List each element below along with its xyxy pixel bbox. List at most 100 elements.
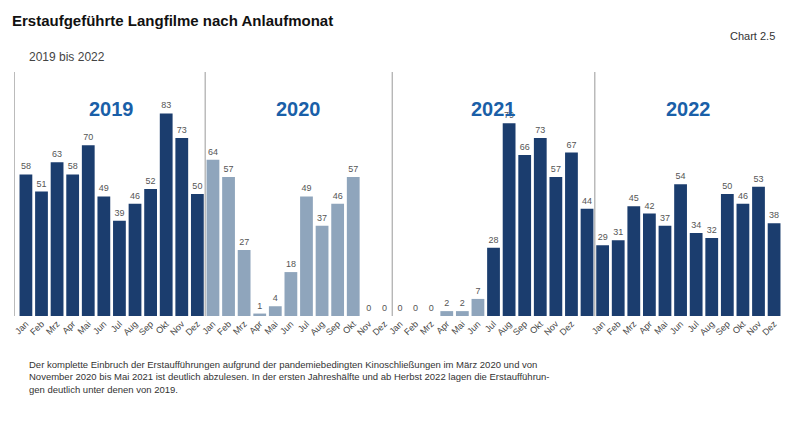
- svg-text:46: 46: [738, 191, 748, 201]
- svg-text:31: 31: [613, 227, 623, 237]
- svg-text:1: 1: [257, 301, 262, 311]
- svg-text:2020: 2020: [276, 98, 321, 120]
- svg-text:Mrz: Mrz: [621, 319, 639, 337]
- svg-text:44: 44: [582, 196, 592, 206]
- svg-text:46: 46: [130, 191, 140, 201]
- svg-text:51: 51: [36, 179, 46, 189]
- svg-text:49: 49: [99, 183, 109, 193]
- svg-text:Okt: Okt: [341, 319, 358, 336]
- svg-text:67: 67: [566, 140, 576, 150]
- svg-text:Sep: Sep: [714, 319, 732, 337]
- svg-text:Mai: Mai: [263, 319, 280, 336]
- svg-text:4: 4: [273, 293, 278, 303]
- svg-text:7: 7: [475, 286, 480, 296]
- svg-text:Aug: Aug: [121, 319, 139, 337]
- svg-text:73: 73: [177, 125, 187, 135]
- svg-text:Okt: Okt: [731, 319, 748, 336]
- svg-text:38: 38: [769, 210, 779, 220]
- svg-text:0: 0: [382, 303, 387, 313]
- svg-text:58: 58: [21, 161, 31, 171]
- svg-text:Nov: Nov: [745, 319, 764, 338]
- svg-text:37: 37: [317, 213, 327, 223]
- svg-text:Jun: Jun: [278, 319, 295, 336]
- svg-text:Mrz: Mrz: [44, 319, 62, 337]
- svg-text:37: 37: [660, 213, 670, 223]
- svg-text:50: 50: [192, 181, 202, 191]
- svg-text:Aug: Aug: [495, 319, 513, 337]
- svg-text:83: 83: [161, 100, 171, 110]
- svg-text:Sep: Sep: [511, 319, 529, 337]
- svg-text:57: 57: [551, 164, 561, 174]
- svg-text:Mrz: Mrz: [418, 319, 436, 337]
- svg-text:2: 2: [444, 298, 449, 308]
- svg-text:Mai: Mai: [76, 319, 93, 336]
- svg-text:Okt: Okt: [528, 319, 545, 336]
- svg-text:Mai: Mai: [450, 319, 467, 336]
- svg-text:Jan: Jan: [590, 319, 607, 336]
- svg-text:50: 50: [722, 181, 732, 191]
- svg-text:Jun: Jun: [91, 319, 108, 336]
- svg-text:Apr: Apr: [60, 319, 77, 336]
- svg-text:Der komplette Einbruch der Ers: Der komplette Einbruch der Erstaufführun…: [29, 359, 550, 395]
- svg-text:Erstaufgeführte Langfilme nach: Erstaufgeführte Langfilme nach Anlaufmon…: [12, 12, 333, 29]
- svg-text:2021: 2021: [471, 98, 516, 120]
- svg-text:Dez: Dez: [371, 319, 390, 338]
- svg-text:Nov: Nov: [542, 319, 561, 338]
- svg-text:Mai: Mai: [652, 319, 669, 336]
- svg-text:Chart 2.5: Chart 2.5: [730, 30, 775, 42]
- svg-text:27: 27: [239, 237, 249, 247]
- svg-text:Aug: Aug: [308, 319, 326, 337]
- svg-text:Nov: Nov: [355, 319, 374, 338]
- svg-text:46: 46: [333, 191, 343, 201]
- svg-text:42: 42: [644, 201, 654, 211]
- svg-text:79: 79: [504, 110, 514, 120]
- svg-text:52: 52: [146, 176, 156, 186]
- svg-text:Jul: Jul: [109, 319, 124, 334]
- svg-text:Feb: Feb: [215, 319, 233, 337]
- svg-text:18: 18: [286, 259, 296, 269]
- svg-text:Sep: Sep: [324, 319, 342, 337]
- svg-text:Jun: Jun: [668, 319, 685, 336]
- svg-text:Apr: Apr: [434, 319, 451, 336]
- svg-text:54: 54: [676, 171, 686, 181]
- svg-text:64: 64: [208, 147, 218, 157]
- svg-text:28: 28: [489, 235, 499, 245]
- svg-text:Dez: Dez: [184, 319, 203, 338]
- svg-text:0: 0: [366, 303, 371, 313]
- svg-text:Aug: Aug: [698, 319, 716, 337]
- svg-text:Jul: Jul: [686, 319, 701, 334]
- svg-text:Feb: Feb: [402, 319, 420, 337]
- svg-text:45: 45: [629, 193, 639, 203]
- svg-text:Jul: Jul: [296, 319, 311, 334]
- svg-text:58: 58: [68, 161, 78, 171]
- svg-text:73: 73: [535, 125, 545, 135]
- svg-text:Feb: Feb: [605, 319, 623, 337]
- svg-text:Jan: Jan: [387, 319, 404, 336]
- svg-text:Nov: Nov: [168, 319, 187, 338]
- svg-text:Apr: Apr: [247, 319, 264, 336]
- svg-text:2019: 2019: [89, 98, 134, 120]
- svg-text:Okt: Okt: [154, 319, 171, 336]
- svg-text:Apr: Apr: [637, 319, 654, 336]
- svg-text:0: 0: [429, 303, 434, 313]
- svg-text:57: 57: [224, 164, 234, 174]
- svg-text:Dez: Dez: [558, 319, 577, 338]
- svg-text:39: 39: [114, 208, 124, 218]
- svg-text:Jun: Jun: [465, 319, 482, 336]
- svg-text:0: 0: [397, 303, 402, 313]
- svg-text:Feb: Feb: [28, 319, 46, 337]
- svg-text:Dez: Dez: [760, 319, 779, 338]
- svg-text:Jan: Jan: [13, 319, 30, 336]
- svg-text:0: 0: [413, 303, 418, 313]
- svg-text:66: 66: [520, 142, 530, 152]
- svg-text:70: 70: [83, 132, 93, 142]
- svg-text:Sep: Sep: [137, 319, 155, 337]
- svg-text:Jan: Jan: [200, 319, 217, 336]
- svg-text:49: 49: [301, 183, 311, 193]
- svg-text:32: 32: [707, 225, 717, 235]
- svg-text:Mrz: Mrz: [231, 319, 249, 337]
- svg-text:63: 63: [52, 149, 62, 159]
- svg-text:29: 29: [598, 232, 608, 242]
- svg-text:2019 bis 2022: 2019 bis 2022: [29, 50, 105, 64]
- svg-text:57: 57: [348, 164, 358, 174]
